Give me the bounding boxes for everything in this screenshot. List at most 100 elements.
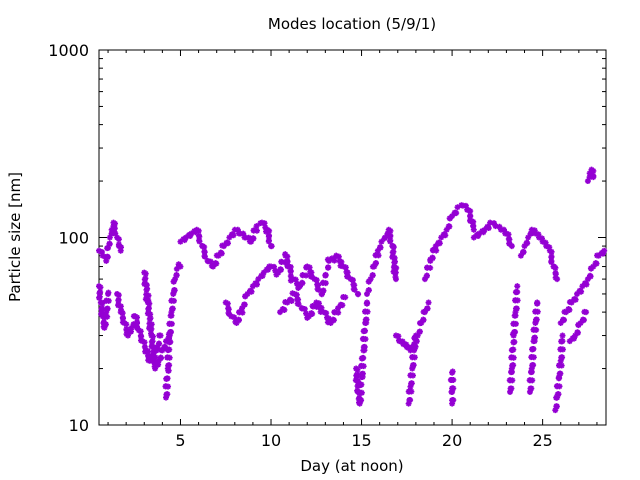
data-point (142, 270, 149, 277)
data-point (357, 397, 364, 404)
data-point (559, 346, 566, 353)
data-point (354, 366, 361, 373)
data-point (342, 264, 349, 271)
data-point (292, 276, 299, 283)
data-point (99, 249, 106, 256)
data-point (507, 385, 514, 392)
data-point (284, 253, 291, 260)
data-point (375, 252, 382, 259)
data-point (118, 244, 125, 251)
data-point (528, 230, 535, 237)
data-point (390, 244, 397, 251)
data-point (530, 338, 537, 345)
data-point (595, 252, 602, 259)
data-point (514, 283, 521, 290)
data-point (377, 244, 384, 251)
data-point (241, 301, 248, 308)
data-point (418, 319, 425, 326)
data-point (98, 306, 105, 313)
data-point (293, 291, 300, 298)
data-point (568, 299, 575, 306)
data-point (548, 259, 555, 266)
data-point (342, 294, 349, 301)
data-point (525, 234, 532, 241)
data-point (242, 234, 249, 241)
data-point (324, 264, 331, 271)
chart-title: Modes location (5/9/1) (268, 15, 436, 33)
data-point (446, 215, 453, 222)
data-point (487, 219, 494, 226)
data-point (105, 244, 112, 251)
data-point (327, 319, 334, 326)
data-point (146, 320, 153, 327)
data-point (390, 264, 397, 271)
data-point (601, 247, 608, 254)
data-point (459, 202, 466, 209)
data-point (145, 292, 152, 299)
data-point (141, 343, 148, 350)
data-point (385, 230, 392, 237)
data-point (112, 220, 119, 227)
data-point (235, 317, 242, 324)
data-point (470, 234, 477, 241)
data-point (281, 306, 288, 313)
data-point (475, 233, 482, 240)
data-point (105, 297, 112, 304)
data-point (150, 344, 157, 351)
data-point (546, 244, 553, 251)
data-point (301, 305, 308, 312)
data-point (277, 266, 284, 273)
data-point (579, 283, 586, 290)
data-point (408, 388, 415, 395)
data-point (117, 303, 124, 310)
data-point (530, 354, 537, 361)
data-point (572, 332, 579, 339)
data-point (196, 238, 203, 245)
data-point (111, 225, 118, 232)
data-point (236, 309, 243, 316)
data-point (239, 305, 246, 312)
data-point (558, 338, 565, 345)
data-point (584, 276, 591, 283)
data-point (508, 369, 515, 376)
data-point (443, 226, 450, 233)
data-point (420, 317, 427, 324)
data-point (450, 376, 457, 383)
data-point (120, 315, 127, 322)
data-point (230, 232, 237, 239)
data-point (163, 391, 170, 398)
data-point (559, 332, 566, 339)
data-point (492, 223, 499, 230)
data-point (224, 300, 231, 307)
data-point (531, 334, 538, 341)
data-point (552, 271, 559, 278)
data-point (367, 276, 374, 283)
data-point (97, 284, 104, 291)
data-point (284, 299, 291, 306)
data-point (310, 303, 317, 310)
data-point (500, 226, 507, 233)
data-point (322, 272, 329, 279)
data-point (580, 317, 587, 324)
data-point (359, 371, 366, 378)
data-point (406, 396, 413, 403)
data-point (167, 329, 174, 336)
data-point (555, 374, 562, 381)
data-point (141, 339, 148, 346)
data-point (152, 365, 159, 372)
data-point (250, 227, 257, 234)
data-point (295, 296, 302, 303)
data-point (333, 252, 340, 259)
data-point (170, 297, 177, 304)
data-point (287, 263, 294, 270)
data-point (168, 320, 175, 327)
data-point (411, 354, 418, 361)
data-point (524, 240, 531, 247)
data-point (172, 276, 179, 283)
data-point (574, 290, 581, 297)
data-point (170, 290, 177, 297)
data-point (164, 347, 171, 354)
data-point (560, 317, 567, 324)
data-point (586, 174, 593, 181)
